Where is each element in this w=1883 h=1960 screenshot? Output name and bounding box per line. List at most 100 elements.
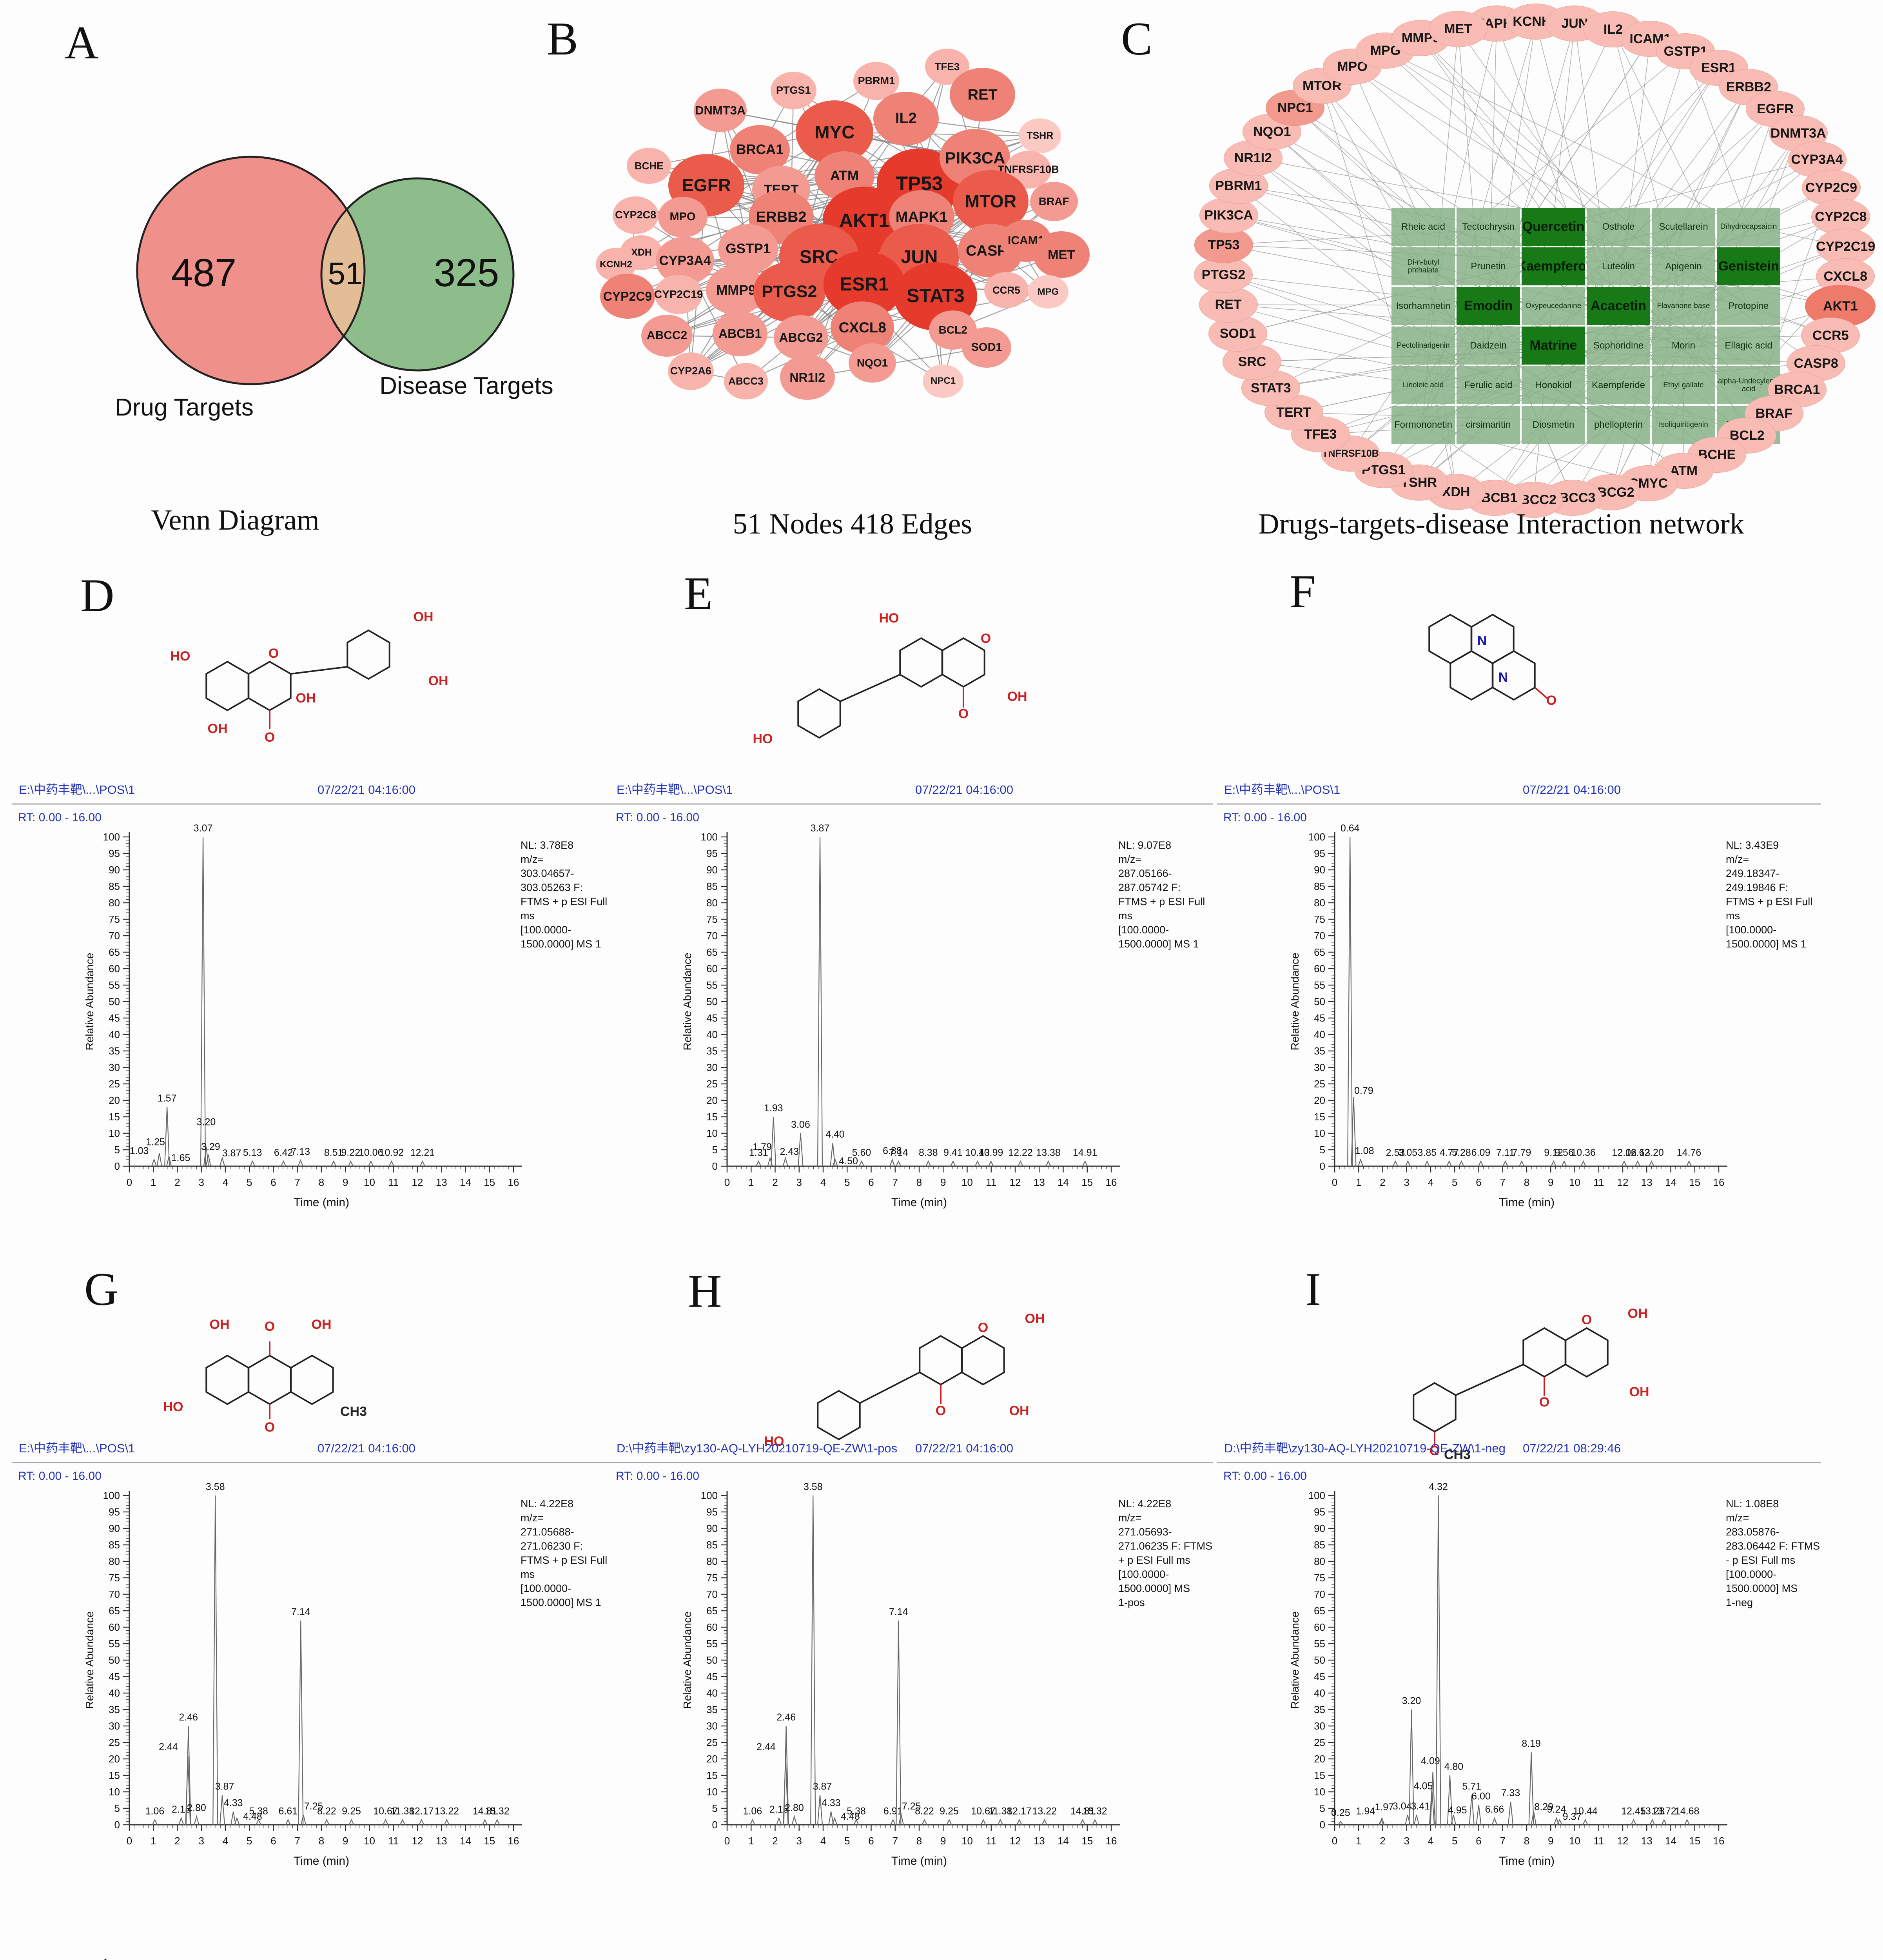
chrom-peak bbox=[1045, 1160, 1051, 1167]
chrom-ylabel: Relative Abundance bbox=[1289, 1611, 1301, 1709]
svg-text:25: 25 bbox=[706, 1737, 718, 1748]
chrom-peak bbox=[281, 1160, 287, 1167]
chrom-xlabel: Time (min) bbox=[891, 1855, 947, 1867]
svg-text:80: 80 bbox=[109, 1555, 120, 1567]
ppi-node-mmp9: MMP9 bbox=[706, 265, 766, 315]
ring-node-erbb2: ERBB2 bbox=[1719, 69, 1778, 105]
ppi-node-mpg: MPG bbox=[1028, 275, 1068, 309]
svg-text:15: 15 bbox=[706, 1769, 718, 1781]
chrom-peak-label: 3.87 bbox=[215, 1781, 234, 1792]
chrom-peak bbox=[324, 1818, 330, 1825]
svg-text:55: 55 bbox=[1314, 1638, 1325, 1650]
chrom-peak bbox=[817, 1795, 823, 1825]
atom-label: O bbox=[268, 646, 279, 661]
svg-text:5: 5 bbox=[844, 1176, 850, 1188]
chrom-peak-label: 3.85 bbox=[1417, 1147, 1437, 1158]
svg-text:1: 1 bbox=[151, 1176, 156, 1188]
svg-text:11: 11 bbox=[986, 1835, 996, 1847]
chrom-peak bbox=[974, 1160, 980, 1167]
chrom-nl-line: 283.05876- bbox=[1726, 1526, 1780, 1538]
chromatogram-e: E:\中药丰靶\...\POS\1 07/22/21 04:16:00 RT: 0.… bbox=[610, 778, 1213, 1252]
chrom-peak bbox=[444, 1818, 450, 1825]
chrom-peak bbox=[200, 837, 206, 1167]
chrom-peak bbox=[896, 1160, 902, 1167]
chrom-peak bbox=[151, 1158, 157, 1167]
svg-text:0: 0 bbox=[127, 1176, 132, 1188]
chrom-peak-label: 5.60 bbox=[852, 1147, 871, 1158]
svg-text:20: 20 bbox=[1314, 1094, 1325, 1106]
chrom-peak-label: 3.58 bbox=[206, 1481, 225, 1492]
panel-letter-i: I bbox=[1305, 1263, 1321, 1315]
grid-compound-kaempferide: Kaempferide bbox=[1587, 366, 1650, 404]
chrom-peak-label: 7.14 bbox=[291, 1606, 310, 1617]
venn-left-outline bbox=[136, 156, 366, 385]
venn-overlap-count: 51 bbox=[328, 256, 363, 291]
chrom-peak bbox=[771, 1116, 776, 1167]
svg-text:80: 80 bbox=[1314, 1555, 1325, 1567]
chrom-peak-label: 12.06 bbox=[1612, 1147, 1636, 1158]
ring-node-sod1: SOD1 bbox=[1208, 316, 1268, 352]
chrom-nl-line: 1500.0000] MS 1 bbox=[521, 938, 601, 950]
chrom-peak bbox=[832, 1817, 838, 1825]
chrom-peak bbox=[348, 1818, 354, 1825]
chrom-peak-label: 8.38 bbox=[919, 1147, 938, 1158]
svg-text:15: 15 bbox=[1689, 1835, 1700, 1847]
grid-compound-luteolin: Luteolin bbox=[1587, 247, 1650, 285]
chrom-peak-label: 14.68 bbox=[1675, 1806, 1700, 1817]
chrom-nl-line: NL: 4.22E8 bbox=[1118, 1498, 1171, 1510]
chrom-peak-label: 2.44 bbox=[159, 1742, 178, 1753]
panel-letter-f: F bbox=[1290, 565, 1316, 617]
svg-text:80: 80 bbox=[706, 897, 718, 909]
grid-compound-kaempferol: Kaempferol bbox=[1522, 247, 1585, 285]
svg-text:9: 9 bbox=[1548, 1835, 1553, 1847]
atom-label: N bbox=[1498, 670, 1508, 685]
chrom-peak bbox=[1621, 1160, 1627, 1167]
svg-text:9: 9 bbox=[343, 1176, 348, 1188]
svg-text:60: 60 bbox=[706, 963, 718, 975]
structure-svg-matrine: N N O bbox=[1428, 613, 1556, 708]
atom-label: OH bbox=[208, 721, 228, 736]
chrom-peak bbox=[783, 1726, 789, 1825]
chrom-peak-label: 8.22 bbox=[317, 1806, 336, 1817]
svg-text:25: 25 bbox=[1314, 1078, 1325, 1090]
chrom-peak-label: 14.91 bbox=[1073, 1147, 1098, 1158]
chrom-peak-label: 7.11 bbox=[1496, 1147, 1515, 1158]
svg-text:40: 40 bbox=[706, 1687, 718, 1699]
chrom-peak-label: 2.43 bbox=[780, 1146, 799, 1157]
chrom-peak bbox=[853, 1818, 859, 1825]
chrom-peak-label: 1.25 bbox=[146, 1136, 165, 1147]
chrom-peak-label: 3.07 bbox=[194, 823, 213, 834]
interaction-edge bbox=[1385, 50, 1748, 227]
atom-label: OH bbox=[1629, 1385, 1649, 1399]
grid-compound-phellopterin: phellopterin bbox=[1587, 406, 1650, 444]
chrom-peak-label: 10.67 bbox=[971, 1806, 996, 1817]
grid-compound-morin: Morin bbox=[1652, 327, 1715, 365]
chrom-nl-line: 287.05166- bbox=[1118, 867, 1172, 879]
chrom-peak bbox=[1631, 1818, 1636, 1825]
svg-text:1: 1 bbox=[1356, 1835, 1361, 1847]
svg-text:75: 75 bbox=[706, 1572, 718, 1584]
chrom-peak-label: 8.22 bbox=[915, 1806, 934, 1817]
chrom-peak-label: 4.40 bbox=[825, 1129, 845, 1140]
svg-text:15: 15 bbox=[109, 1111, 120, 1123]
chrom-peak-label: 6.00 bbox=[1471, 1791, 1491, 1802]
svg-text:10: 10 bbox=[109, 1786, 120, 1798]
chrom-peak bbox=[776, 1817, 782, 1825]
chrom-peak-label: 9.41 bbox=[943, 1147, 963, 1158]
svg-text:15: 15 bbox=[484, 1176, 495, 1188]
ppi-node-abcb1: ABCB1 bbox=[713, 311, 767, 356]
svg-text:20: 20 bbox=[109, 1753, 120, 1765]
svg-text:12: 12 bbox=[1010, 1176, 1021, 1188]
svg-text:25: 25 bbox=[109, 1078, 120, 1090]
chrom-peak-label: 4.95 bbox=[1448, 1805, 1467, 1816]
chrom-peak-label: 0.25 bbox=[1331, 1808, 1350, 1818]
chrom-peak bbox=[828, 1811, 834, 1825]
svg-text:4: 4 bbox=[820, 1835, 826, 1847]
chrom-peak bbox=[178, 1817, 184, 1825]
svg-text:50: 50 bbox=[109, 996, 120, 1007]
atom-label: HO bbox=[163, 1399, 183, 1414]
chrom-peak bbox=[234, 1817, 240, 1825]
chrom-datetime: 07/22/21 04:16:00 bbox=[915, 1441, 1013, 1455]
svg-text:13: 13 bbox=[1641, 1176, 1653, 1188]
svg-text:0: 0 bbox=[1320, 1160, 1325, 1172]
